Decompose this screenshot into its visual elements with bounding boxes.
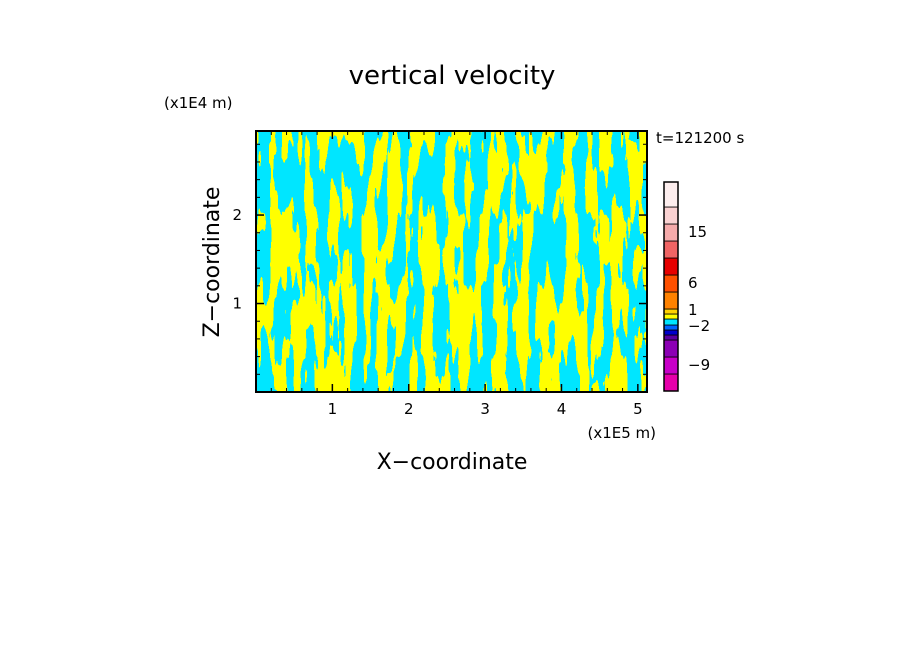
plot-area bbox=[256, 131, 647, 392]
positive-field bbox=[256, 131, 647, 392]
colorbar-tick-label: −2 bbox=[688, 317, 710, 335]
colorbar-segment bbox=[663, 240, 679, 259]
colorbar-segment bbox=[663, 373, 679, 392]
colorbar-tick-label: 1 bbox=[688, 301, 698, 319]
colorbar-segment bbox=[663, 291, 679, 310]
x-axis-ticks: 1 2 3 4 5 bbox=[270, 131, 643, 418]
colorbar-segment bbox=[663, 324, 679, 331]
y-scale-label: (x1E4 m) bbox=[164, 94, 233, 112]
colorbar-segment bbox=[663, 181, 679, 208]
x-tick-label: 2 bbox=[404, 400, 414, 418]
colorbar-segment bbox=[663, 274, 679, 293]
x-tick-label: 4 bbox=[557, 400, 567, 418]
plot-frame bbox=[255, 130, 648, 393]
colorbar-frame bbox=[663, 181, 679, 392]
colorbar-segment bbox=[663, 329, 679, 336]
x-axis-label: X−coordinate bbox=[377, 450, 528, 475]
colorbar-segment bbox=[663, 313, 679, 320]
colorbar-segment bbox=[663, 334, 679, 341]
colorbar-tick-label: −9 bbox=[688, 356, 710, 374]
x-tick-label: 1 bbox=[328, 400, 338, 418]
colorbar-tick-label: 15 bbox=[688, 223, 707, 241]
colorbar-segment bbox=[663, 223, 679, 242]
colorbar-segment bbox=[663, 206, 679, 225]
x-tick-label: 3 bbox=[480, 400, 490, 418]
colorbar-segment bbox=[663, 257, 679, 276]
colorbar: −9 −21 6 15 bbox=[663, 181, 710, 392]
x-tick-label: 5 bbox=[633, 400, 643, 418]
colorbar-segment bbox=[663, 339, 679, 358]
time-label: t=121200 s bbox=[656, 129, 744, 147]
y-axis-ticks: 12 bbox=[232, 143, 647, 375]
chart-title: vertical velocity bbox=[349, 61, 556, 91]
colorbar-segment bbox=[663, 356, 679, 375]
y-axis-label: Z−coordinate bbox=[200, 187, 225, 338]
colorbar-tick-label: 6 bbox=[688, 274, 698, 292]
colorbar-segment bbox=[663, 308, 679, 315]
colorbar-segment bbox=[663, 318, 679, 326]
x-scale-label: (x1E5 m) bbox=[587, 424, 656, 442]
y-tick-label: 1 bbox=[232, 295, 242, 313]
y-tick-label: 2 bbox=[232, 206, 242, 224]
